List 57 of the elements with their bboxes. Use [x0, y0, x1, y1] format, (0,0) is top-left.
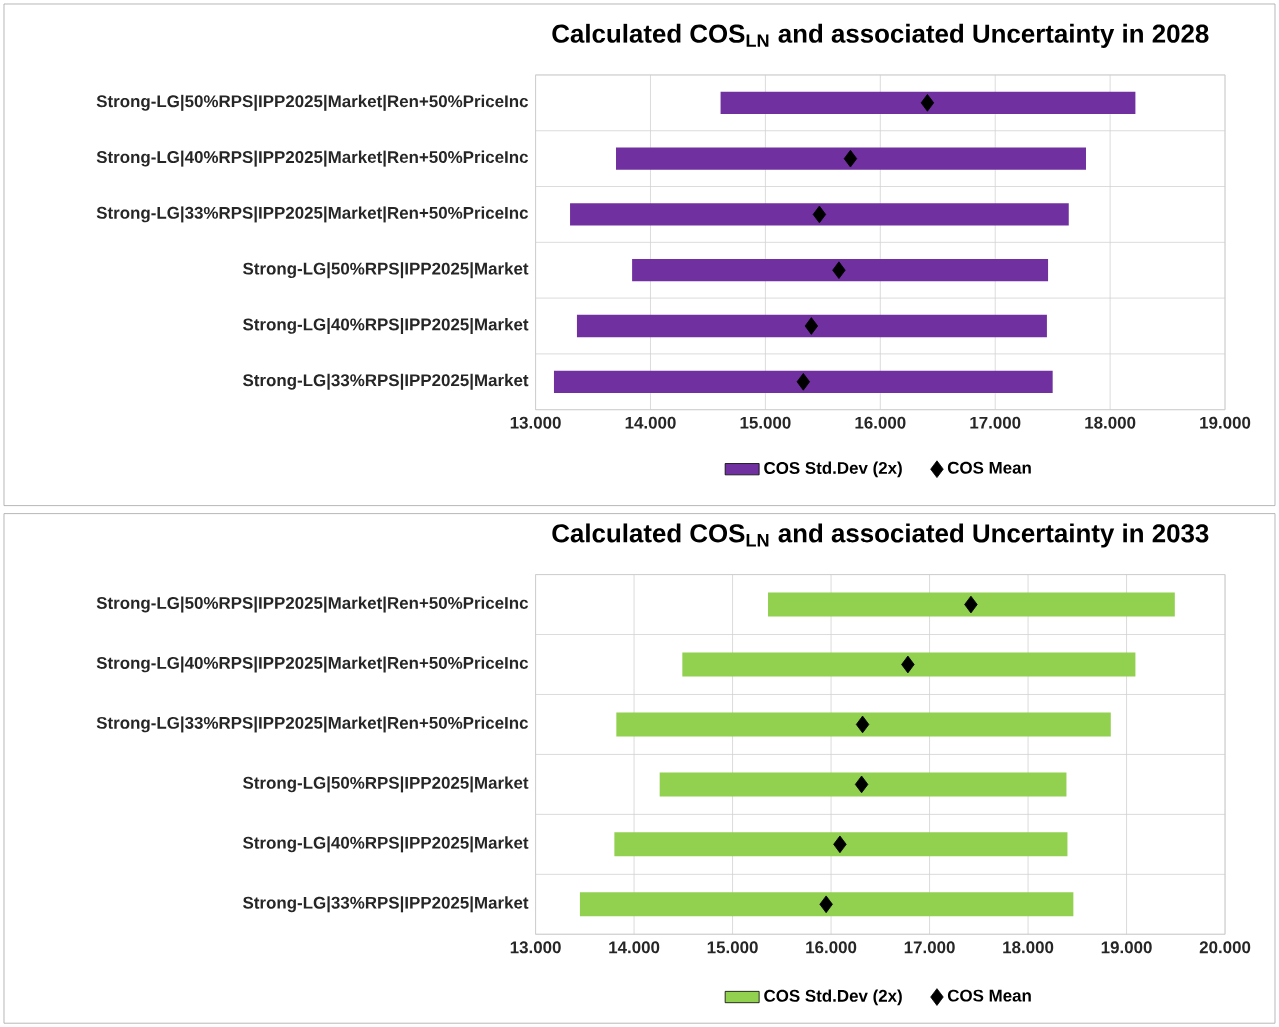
- x-tick-label: 17.000: [970, 416, 1021, 429]
- bar: [720, 91, 1136, 114]
- x-tick-label: 19.000: [1200, 416, 1251, 429]
- y-tick-label: Strong-LG|33%RPS|IPP2025|Market|Ren+50%PriceInc: [96, 716, 529, 733]
- point: [843, 149, 858, 168]
- bar: [614, 832, 1068, 857]
- x-tick-label: 20.000: [1199, 941, 1251, 954]
- y-tick-label: Strong-LG|50%RPS|IPP2025|Market: [243, 776, 529, 793]
- point: [832, 261, 846, 279]
- legend-label: COS Mean: [947, 461, 1031, 474]
- bar: [616, 147, 1086, 170]
- bar: [682, 652, 1136, 677]
- point: [964, 595, 978, 614]
- point: [804, 317, 819, 335]
- chart-title: Calculated COS$_{LN}$ and associated Uncertainty in 2033: [552, 523, 1209, 548]
- x-tick-label: 17.000: [904, 941, 955, 954]
- point: [812, 205, 827, 224]
- bar: [579, 892, 1074, 917]
- x-tick-label: 13.000: [510, 941, 561, 954]
- y-tick-label: Strong-LG|40%RPS|IPP2025|Market|Ren+50%PriceInc: [96, 150, 529, 167]
- x-tick-label: 14.000: [609, 941, 660, 954]
- x-tick-label: 16.000: [806, 941, 857, 954]
- x-tick-label: 15.000: [740, 416, 791, 429]
- y-tick-label: Strong-LG|40%RPS|IPP2025|Market|Ren+50%PriceInc: [96, 656, 529, 673]
- x-tick-label: 14.000: [625, 416, 676, 429]
- point: [854, 775, 869, 794]
- bar: [553, 370, 1053, 393]
- y-tick-label: Strong-LG|40%RPS|IPP2025|Market: [243, 317, 529, 334]
- y-tick-label: Strong-LG|33%RPS|IPP2025|Market: [243, 896, 529, 913]
- chart-title: Calculated COS$_{LN}$ and associated Uncertainty in 2028: [552, 23, 1209, 48]
- point: [796, 372, 811, 391]
- bar: [768, 592, 1175, 617]
- x-tick-label: 13.000: [510, 416, 561, 429]
- x-tick-label: 16.000: [855, 416, 906, 429]
- x-tick-label: 18.000: [1085, 416, 1136, 429]
- y-tick-label: Strong-LG|50%RPS|IPP2025|Market: [243, 262, 529, 279]
- point: [901, 655, 915, 674]
- point: [833, 835, 847, 854]
- y-tick-label: Strong-LG|40%RPS|IPP2025|Market: [243, 836, 529, 853]
- y-tick-label: Strong-LG|33%RPS|IPP2025|Market|Ren+50%PriceInc: [96, 206, 529, 223]
- y-tick-label: Strong-LG|50%RPS|IPP2025|Market|Ren+50%PriceInc: [96, 596, 529, 613]
- x-tick-label: 19.000: [1101, 941, 1152, 954]
- y-tick-label: Strong-LG|50%RPS|IPP2025|Market|Ren+50%PriceInc: [96, 94, 529, 111]
- point: [855, 715, 870, 734]
- x-tick-label: 18.000: [1003, 941, 1054, 954]
- bar: [659, 772, 1067, 797]
- x-tick-label: 15.000: [707, 941, 758, 954]
- point: [920, 93, 935, 112]
- legend-label: COS Std.Dev (2x): [764, 461, 902, 478]
- bar: [576, 314, 1047, 338]
- legend-label: COS Std.Dev (2x): [764, 989, 902, 1006]
- y-tick-label: Strong-LG|33%RPS|IPP2025|Market: [243, 373, 529, 390]
- legend-label: COS Mean: [947, 989, 1031, 1002]
- bar: [570, 203, 1069, 226]
- bar: [632, 258, 1049, 282]
- point: [819, 895, 833, 914]
- bar: [616, 712, 1111, 737]
